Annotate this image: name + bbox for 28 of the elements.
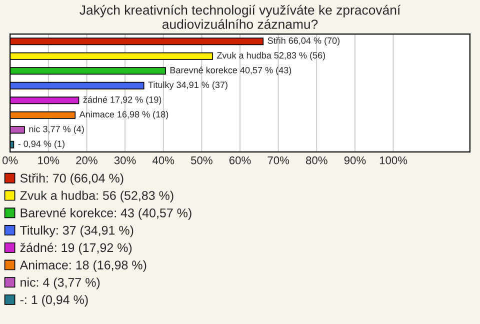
legend-label: Animace: 18 (16,98 %) — [20, 260, 146, 272]
x-tick-label: 40% — [152, 156, 174, 164]
legend-label: nic: 4 (3,77 %) — [20, 278, 100, 290]
x-tick-label: 90% — [344, 156, 366, 164]
data-label: Střih 66,04 % (70) — [268, 37, 340, 46]
data-label: žádné 17,92 % (19) — [83, 96, 162, 105]
data-label: - 0,94 % (1) — [18, 140, 64, 149]
x-tick-label: 20% — [76, 156, 98, 164]
data-label: nic 3,77 % (4) — [29, 126, 84, 134]
x-tick-label: 50% — [191, 156, 212, 164]
legend-label: Zvuk a hudba: 56 (52,83 %) — [20, 190, 174, 202]
x-tick-label: 10% — [38, 156, 60, 164]
data-label: Barevné korekce 40,57 % (43) — [170, 66, 292, 76]
legend-label: Barevné korekce: 43 (40,57 %) — [20, 208, 192, 220]
legend-label: -: 1 (0,94 %) — [20, 294, 88, 307]
x-tick-label: 80% — [306, 156, 328, 164]
x-tick-label: 70% — [268, 156, 290, 164]
legend-label: žádné: 19 (17,92 %) — [20, 242, 132, 255]
legend-label: Titulky: 37 (34,91 %) — [20, 226, 134, 238]
x-tick-label: 60% — [229, 156, 251, 164]
data-label: Zvuk a hudba 52,83 % (56) — [216, 52, 326, 60]
data-label: Animace 16,98 % (18) — [79, 110, 168, 120]
data-label: Titulky 34,91 % (37) — [148, 81, 228, 90]
legend-label: Střih: 70 (66,04 %) — [20, 173, 124, 186]
x-tick-label: 30% — [114, 156, 136, 164]
chart-title: Jakých kreativních technologií využíváte ke zpracování audiovizuálního záznamu? — [80, 4, 401, 29]
x-tick-label: 0% — [2, 156, 18, 164]
x-tick-label: 100% — [380, 156, 408, 164]
